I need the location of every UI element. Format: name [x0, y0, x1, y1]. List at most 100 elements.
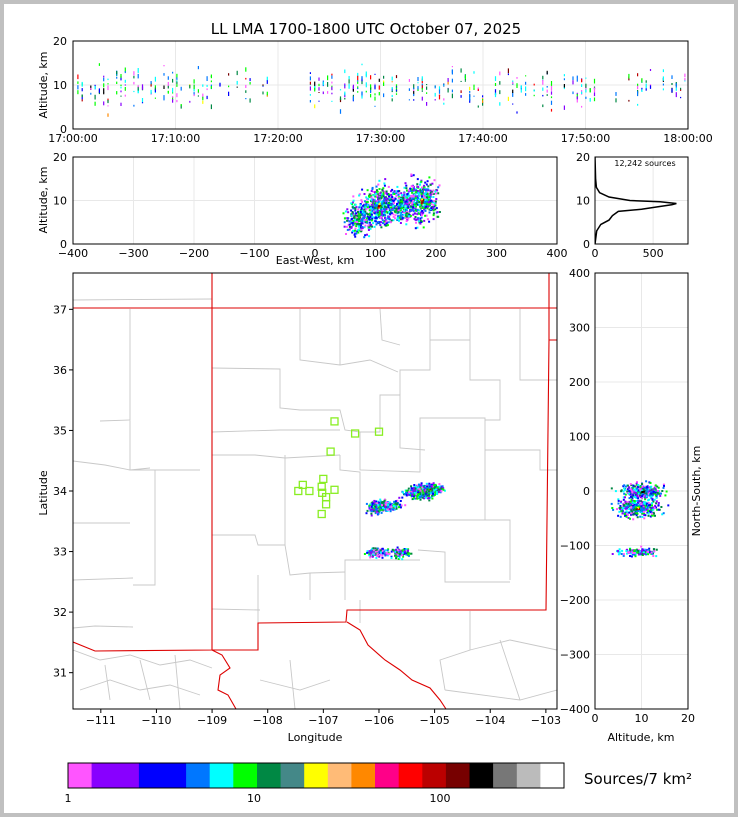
ew-height-source: [360, 222, 363, 225]
ns-height-source: [625, 502, 628, 505]
ew-height-source: [432, 218, 435, 221]
time-height-source: [589, 88, 591, 93]
ew-height-source: [425, 202, 428, 204]
time-height-source: [645, 88, 647, 91]
plan-view-source: [407, 493, 410, 496]
time-height-source: [499, 71, 501, 76]
time-height-source: [107, 85, 109, 91]
time-height-source: [90, 92, 92, 95]
map-background: [73, 273, 557, 709]
plan-view-source: [434, 483, 437, 486]
ew-height-source: [424, 201, 426, 203]
ew-height-source: [365, 201, 368, 204]
plan-view-source: [406, 549, 409, 552]
ew-height-source: [369, 224, 371, 227]
plan-view-xtick: −110: [141, 714, 171, 727]
plan-view-source: [414, 485, 417, 488]
ew-height-source: [386, 224, 389, 227]
ns-height-source: [630, 509, 633, 512]
time-height-source: [245, 67, 247, 72]
ns-height-source: [625, 515, 628, 518]
ew-height-source: [387, 216, 390, 219]
lma-station-marker: [294, 486, 303, 496]
plan-view-source: [371, 502, 374, 505]
plan-view-source: [385, 552, 388, 554]
ew-height-source: [390, 209, 393, 212]
ew-height-source: [385, 210, 388, 213]
ew-height-source: [361, 225, 364, 228]
time-height-source: [318, 83, 320, 87]
histogram-curve: [595, 157, 677, 244]
ew-height-source: [433, 202, 436, 205]
colorbar-tick: 10: [247, 792, 261, 805]
ns-height-source: [652, 500, 655, 503]
colorbar-swatch: [445, 763, 470, 788]
time-height-source: [378, 85, 380, 90]
plan-view-source: [370, 514, 373, 517]
ew-height-source: [367, 217, 370, 220]
ew-height-source: [374, 217, 377, 220]
plan-view-source: [368, 504, 371, 507]
ns-height-source: [632, 518, 635, 521]
ns-height-source: [658, 508, 661, 511]
lma-station-marker: [317, 482, 326, 491]
ew-height-source: [412, 189, 415, 192]
plan-view-source: [386, 554, 389, 557]
time-height-source: [318, 87, 320, 91]
ns-height-source: [627, 505, 630, 508]
colorbar-swatch: [280, 763, 305, 788]
plan-view-source: [379, 551, 382, 554]
ew-height-source: [357, 210, 359, 213]
ns-height-source: [656, 491, 659, 494]
ew-height-source: [376, 194, 379, 197]
plan-view-source: [407, 487, 410, 490]
plan-view-source: [394, 506, 396, 509]
ns-height-source: [621, 512, 624, 515]
ew-height-source: [383, 223, 386, 226]
time-height-source: [477, 88, 479, 91]
ew-height-source: [428, 208, 431, 211]
colorbar-swatch: [68, 763, 93, 788]
ew-height-source: [345, 233, 347, 235]
time-height-source: [413, 93, 415, 97]
time-height-source: [434, 92, 436, 97]
ew-height-source: [404, 197, 407, 200]
ns-height-source: [650, 514, 653, 517]
time-height-source: [542, 75, 544, 80]
ew-height-source: [393, 199, 396, 202]
ew-height-source: [390, 219, 393, 222]
time-height-source: [637, 83, 639, 87]
plan-view-source: [377, 504, 380, 507]
ew-height-source: [367, 224, 370, 227]
plan-view-source: [396, 499, 399, 502]
ew-height-source: [413, 203, 416, 206]
plan-view-source: [400, 504, 403, 507]
ns-height-source: [622, 490, 625, 493]
ew-height-source: [429, 195, 432, 198]
ew-height-source: [369, 227, 372, 230]
ns-height-source: [628, 486, 631, 489]
ew-height-source: [370, 211, 373, 214]
ew-height-source: [357, 216, 360, 219]
plan-view-source: [398, 551, 401, 553]
time-height-source: [494, 89, 497, 93]
ew-height-source: [353, 216, 355, 219]
ns-height-source: [618, 548, 621, 551]
ew-height-source: [385, 222, 388, 225]
time-height-source: [550, 85, 553, 91]
lma-station-marker: [330, 417, 339, 426]
time-height-ylabel: Altitude, km: [37, 51, 50, 118]
time-height-source: [447, 88, 449, 93]
ew-height-source: [429, 202, 432, 205]
ew-height-source: [389, 203, 392, 206]
plan-view-source: [419, 490, 422, 493]
ns-height-source: [630, 495, 632, 498]
ns-height-source: [623, 487, 626, 490]
ew-height-source: [365, 208, 368, 211]
plan-view-source: [376, 502, 379, 505]
plan-view-source: [397, 506, 400, 509]
plan-view-xtick: −103: [531, 714, 561, 727]
ew-height-source: [395, 209, 398, 212]
ns-height-source: [640, 505, 643, 508]
